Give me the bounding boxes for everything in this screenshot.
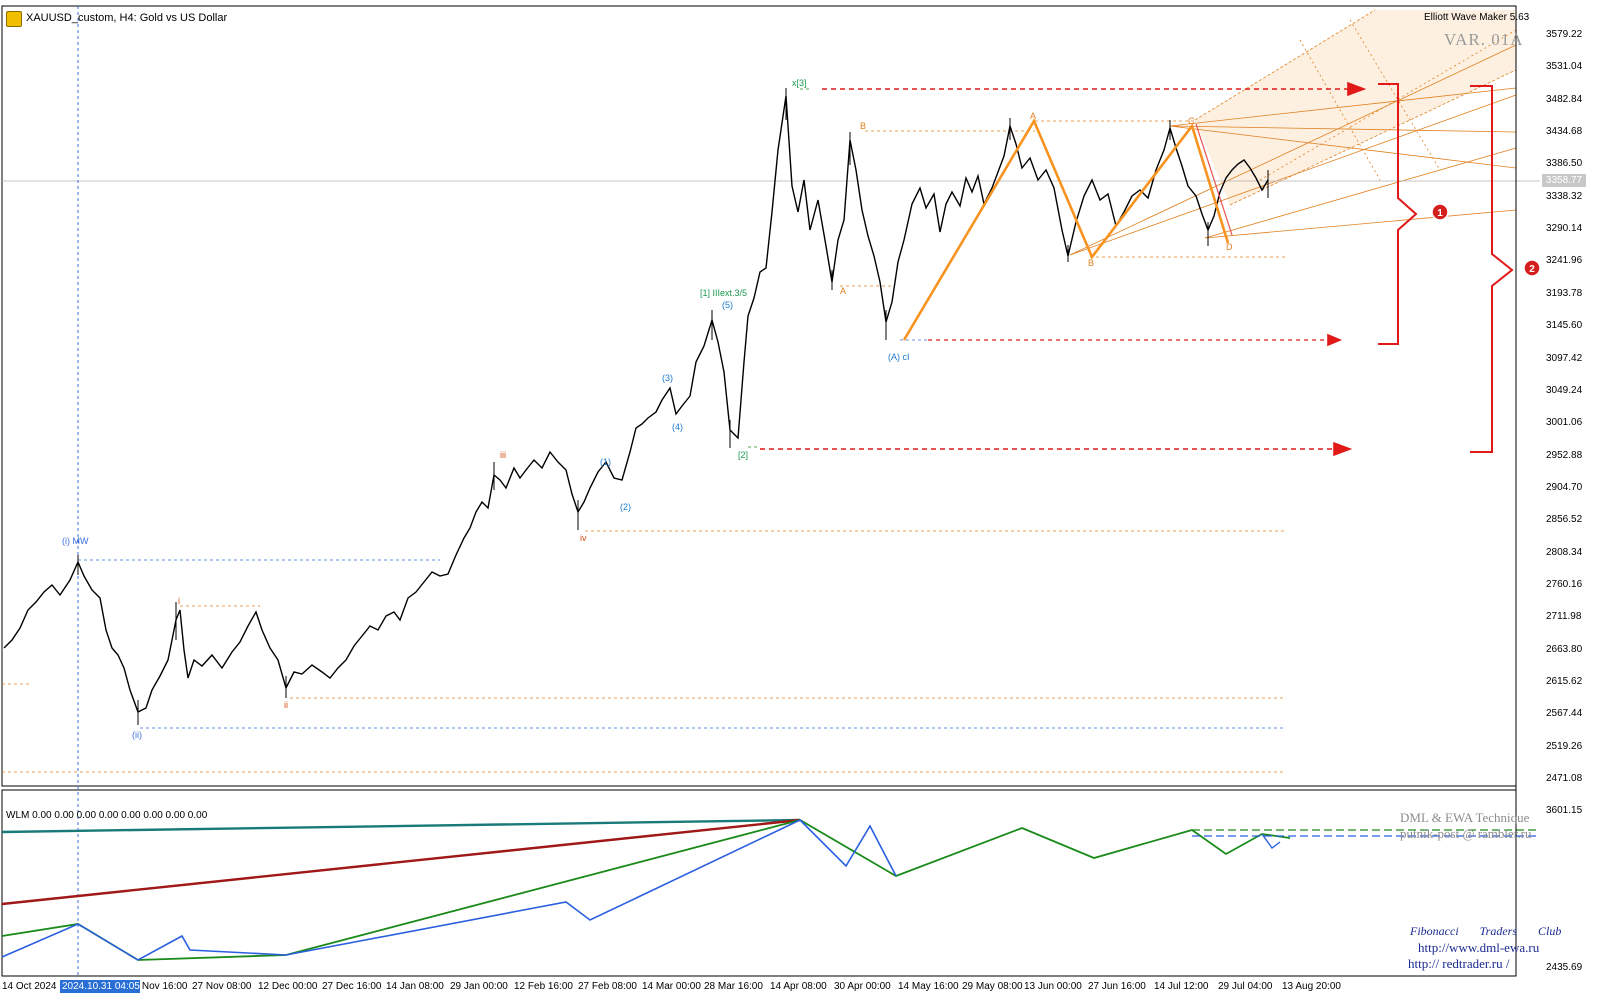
wave-c-d-red-line <box>1195 123 1233 236</box>
time-axis-label: 12 Dec 00:00 <box>258 981 318 992</box>
current-price-badge: 3358.77 <box>1542 174 1586 187</box>
price-axis-label: 2711.98 <box>1546 611 1582 623</box>
price-series <box>3 95 1269 713</box>
price-axis-label: 3049.24 <box>1546 384 1583 396</box>
wave-label-i: i <box>178 596 180 606</box>
wave-label-ii-paren: (ii) <box>132 730 142 740</box>
price-axis-label: 3531.04 <box>1546 61 1583 73</box>
wave-label-2: (2) <box>620 502 631 512</box>
time-axis-label: 14 Oct 2024 <box>2 981 57 992</box>
price-axis-label: 3193.78 <box>1546 287 1583 299</box>
price-axis-label: 3434.68 <box>1546 126 1583 138</box>
wave-label-x3: x[3] <box>792 78 807 88</box>
time-axis-label: 14 Mar 00:00 <box>642 981 701 992</box>
fib-channel-lines <box>1069 9 1517 256</box>
wave-zigzag <box>902 118 1230 341</box>
price-axis-label: 2904.70 <box>1546 481 1583 493</box>
time-axis-label: 13 Aug 20:00 <box>1282 981 1341 992</box>
time-axis-label: 12 Feb 16:00 <box>514 981 573 992</box>
time-axis-label: 27 Jun 16:00 <box>1088 981 1146 992</box>
reference-levels <box>2 88 1540 773</box>
price-axis-label: 3241.96 <box>1546 255 1583 267</box>
website-link-2[interactable]: http:// redtrader.ru / <box>1408 956 1510 971</box>
time-axis-label: 14 Jan 08:00 <box>386 981 444 992</box>
price-axis-label: 3482.84 <box>1546 93 1583 105</box>
price-axis-label: 2471.08 <box>1546 773 1583 785</box>
fib-channel-band <box>1195 10 1516 205</box>
cursor-date-badge: 2024.10.31 04:05 <box>60 980 140 993</box>
wave-label-1: (1) <box>600 457 611 467</box>
wave-label-d-low: D <box>1226 242 1233 252</box>
contact-email: putnik-post @ rambler.ru <box>1400 826 1532 841</box>
time-axis-label: 12 Nov 16:00 <box>128 981 188 992</box>
wave-label-a-low: A <box>840 286 846 296</box>
price-axis-label: 2952.88 <box>1546 449 1583 461</box>
wave-label-5: (5) <box>722 300 733 310</box>
wave-label-ext: [1] IIIext.3/5 <box>700 288 747 298</box>
technique-label: DML & EWA Technique <box>1400 810 1530 825</box>
time-axis-label: 29 May 08:00 <box>962 981 1023 992</box>
price-axis-label: 3097.42 <box>1546 352 1583 364</box>
wave-label-c-low: (A) cI <box>888 352 910 362</box>
price-axis-label: 3338.32 <box>1546 190 1583 202</box>
indicator-values: WLM 0.00 0.00 0.00 0.00 0.00 0.00 0.00 0… <box>6 810 208 821</box>
indicator-axis-label: 2435.69 <box>1546 962 1583 973</box>
time-axis-label: 27 Feb 08:00 <box>578 981 637 992</box>
time-axis-label: 30 Apr 00:00 <box>834 981 891 992</box>
website-link-1[interactable]: http://www.dml-ewa.ru <box>1418 940 1540 955</box>
time-axis-label: 14 May 16:00 <box>898 981 959 992</box>
price-axis-label: 2808.34 <box>1546 546 1583 558</box>
wave-label-c-top: C <box>1188 116 1195 126</box>
chart-title: XAUUSD_custom, H4: Gold vs US Dollar <box>26 12 228 24</box>
target-arrows <box>760 81 1367 457</box>
time-axis-label: 27 Nov 08:00 <box>192 981 252 992</box>
marker-two-icon: 2 <box>1523 259 1541 277</box>
wave-label-i-mw: (i) MW <box>62 536 89 546</box>
indicator-panel-frame <box>1 789 1517 977</box>
time-axis-label: 14 Jul 12:00 <box>1154 981 1209 992</box>
variant-label: VAR. 01A <box>1444 30 1524 49</box>
wave-label-3: (3) <box>662 373 673 383</box>
indicator-name: Elliott Wave Maker 5.63 <box>1424 12 1530 23</box>
wave-label-b-top: B <box>860 121 866 131</box>
candle-wicks <box>77 88 1269 725</box>
wave-label-b-low: B <box>1088 258 1094 268</box>
wave-label-a-top: A <box>1030 111 1036 121</box>
indicator-axis-label: 3601.15 <box>1546 805 1583 816</box>
price-axis-label: 2615.62 <box>1546 676 1583 687</box>
price-axis-label: 2663.80 <box>1546 643 1583 655</box>
price-axis-label: 3386.50 <box>1546 158 1583 170</box>
club-label: Fibonacci Traders Club <box>1410 924 1562 938</box>
price-axis-label: 3579.22 <box>1546 29 1583 40</box>
marker-one-icon: 1 <box>1431 203 1449 221</box>
price-axis-label: 2519.26 <box>1546 740 1583 752</box>
time-axis-label: 14 Apr 08:00 <box>770 981 827 992</box>
time-axis-label: 13 Jun 00:00 <box>1024 981 1082 992</box>
marker-one-label: 1 <box>1437 208 1443 219</box>
range-brackets <box>1378 83 1514 453</box>
wave-label-ii: ii <box>284 700 288 710</box>
price-axis-label: 2760.16 <box>1546 578 1583 590</box>
price-axis-label: 3145.60 <box>1546 320 1583 332</box>
wave-label-4: (4) <box>672 422 683 432</box>
chart-logo-icon <box>6 11 22 27</box>
price-axis-label: 3290.14 <box>1546 223 1583 235</box>
indicator-lines <box>1 818 1540 961</box>
time-axis-label: 29 Jul 04:00 <box>1218 981 1273 992</box>
price-axis-label: 3001.06 <box>1546 417 1583 429</box>
wave-label-2-bracket: [2] <box>738 450 748 460</box>
wave-label-iii: iii <box>500 450 506 460</box>
marker-two-label: 2 <box>1529 264 1535 275</box>
time-axis-label: 27 Dec 16:00 <box>322 981 382 992</box>
price-axis-label: 2856.52 <box>1546 514 1583 526</box>
wave-label-iv: iv <box>580 533 587 543</box>
price-axis-label: 2567.44 <box>1546 708 1583 720</box>
time-axis-label: 28 Mar 16:00 <box>704 981 763 992</box>
time-axis-label: 29 Jan 00:00 <box>450 981 508 992</box>
